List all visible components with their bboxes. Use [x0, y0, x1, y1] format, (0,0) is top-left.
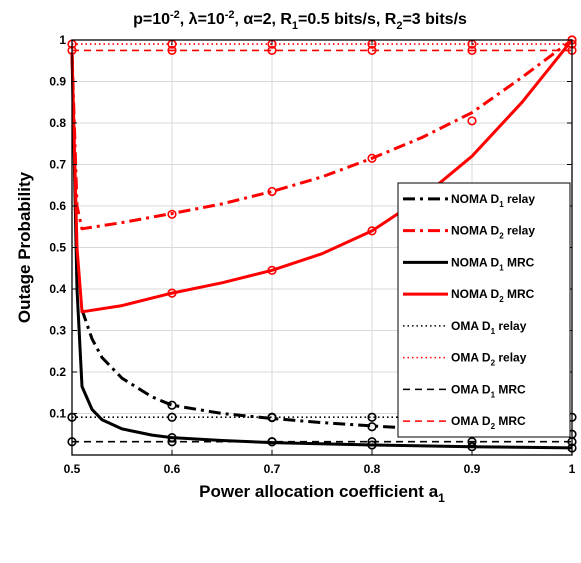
x-tick-label: 1: [569, 462, 576, 476]
legend-label: OMA D1 MRC: [451, 382, 526, 399]
series-marker: [167, 437, 177, 447]
y-tick-label: 0.4: [49, 282, 66, 296]
legend-label: NOMA D1 MRC: [451, 255, 535, 272]
series-marker: [267, 186, 277, 197]
legend-item: NOMA D2 MRC: [403, 287, 535, 304]
x-tick-label: 0.7: [264, 462, 281, 476]
legend-item: NOMA D2 relay: [403, 224, 535, 241]
y-tick-label: 0.8: [49, 116, 66, 130]
series-marker: [367, 412, 377, 422]
series-marker: [167, 45, 177, 55]
y-tick-label: 0.7: [49, 158, 66, 172]
legend-item: NOMA D1 MRC: [403, 255, 535, 272]
series-marker: [367, 422, 377, 432]
y-tick-label: 0.3: [49, 324, 66, 338]
series-line: [70, 39, 574, 314]
series-line: [70, 38, 573, 231]
series-marker: [467, 116, 477, 126]
series-marker: [167, 209, 177, 219]
x-axis-label: Power allocation coefficient a1: [199, 482, 445, 505]
y-axis-label: Outage Probability: [15, 171, 34, 323]
series-marker: [267, 45, 277, 55]
legend-item: OMA D2 MRC: [403, 414, 526, 431]
legend-label: NOMA D2 MRC: [451, 287, 535, 304]
legend-item: OMA D1 relay: [403, 319, 527, 336]
y-tick-label: 0.1: [49, 407, 66, 421]
series-marker: [167, 288, 177, 298]
series-marker: [367, 45, 377, 55]
axis-ticks: 0.5 0.6 0.7 0.8 0.9 1 0.1 0.2 0.3 0.4 0.5 0.6 0.7 0.8…: [49, 33, 575, 476]
chart-title: p=10-2, λ=10-2, α=2, R1=0.5 bits/s, R2=3…: [133, 9, 467, 32]
y-tick-label: 0.2: [49, 365, 66, 379]
legend-item: NOMA D1 relay: [403, 192, 535, 209]
series-marker: [267, 437, 277, 447]
y-tick-label: 0.5: [49, 241, 66, 255]
y-tick-label: 0.9: [49, 75, 66, 89]
series-marker: [167, 412, 177, 422]
series-marker: [267, 412, 277, 422]
series-marker: [367, 226, 377, 236]
y-tick-label: 1: [59, 33, 66, 47]
legend-box: [397, 182, 571, 438]
legend-item: OMA D2 relay: [403, 351, 527, 368]
series-marker: [267, 265, 277, 275]
legend-label: NOMA D2 relay: [451, 224, 535, 241]
series-marker: [467, 45, 477, 55]
legend-label: OMA D2 MRC: [451, 414, 526, 431]
series-marker: [367, 437, 377, 447]
legend-label: OMA D2 relay: [451, 351, 527, 368]
series-marker: [367, 153, 377, 163]
legend-label: OMA D1 relay: [451, 319, 527, 336]
x-tick-label: 0.9: [464, 462, 481, 476]
legend-item: OMA D1 MRC: [403, 382, 526, 399]
x-tick-label: 0.8: [364, 462, 381, 476]
legend: NOMA D1 relay NOMA D2 relay NOMA D1 MRC NOM…: [397, 182, 571, 438]
series-marker: [167, 400, 177, 410]
x-tick-label: 0.6: [164, 462, 181, 476]
x-tick-label: 0.5: [64, 462, 81, 476]
legend-label: NOMA D1 relay: [451, 192, 535, 209]
y-tick-label: 0.6: [49, 199, 66, 213]
series-marker: [467, 437, 477, 447]
